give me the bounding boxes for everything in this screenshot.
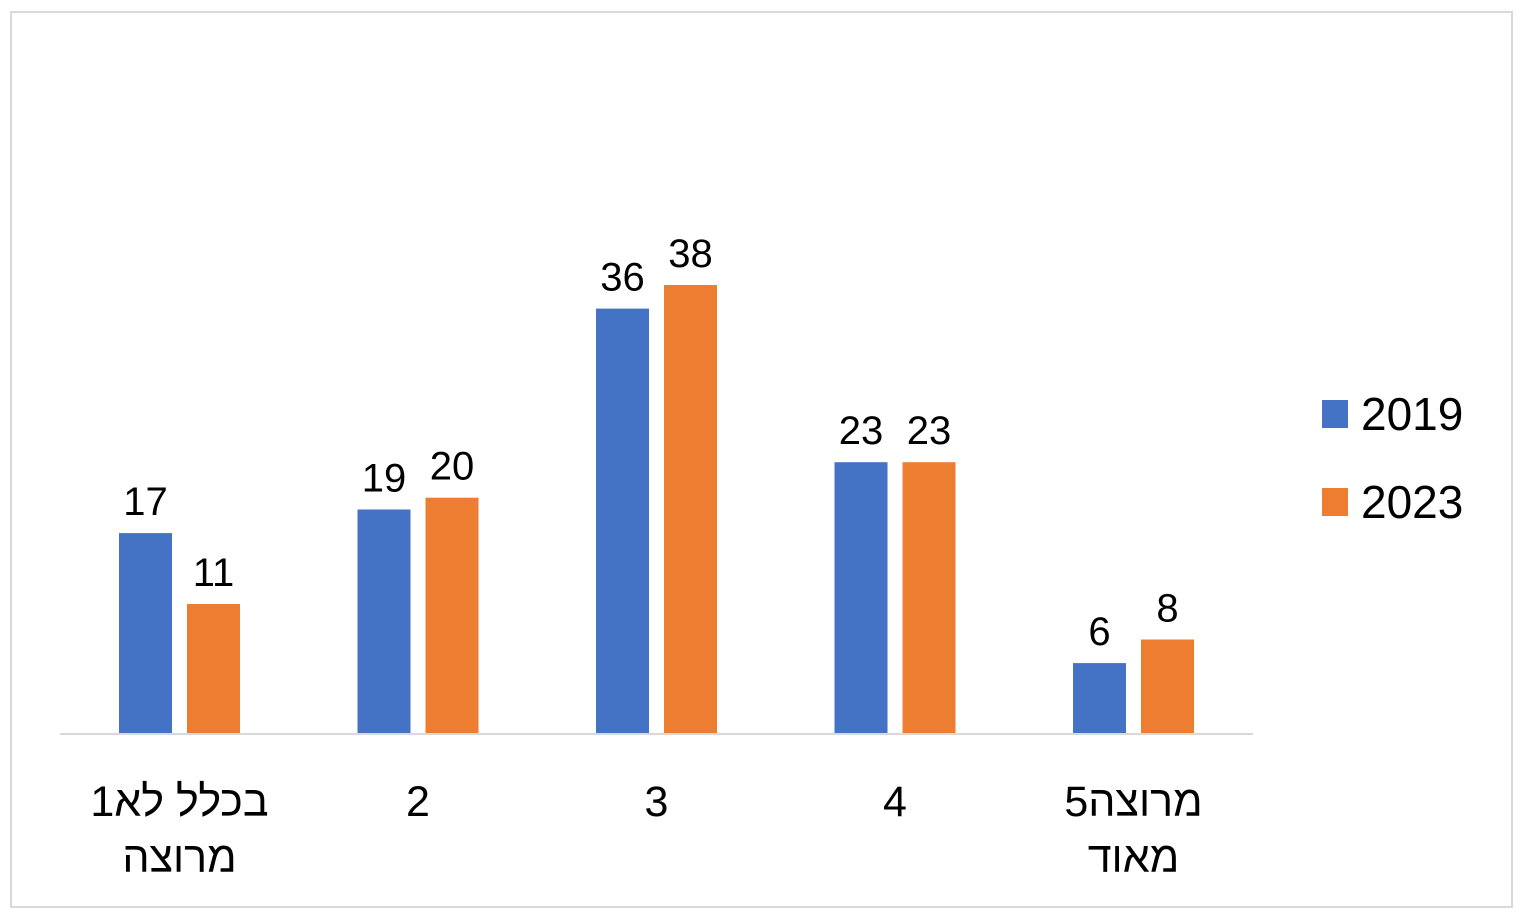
bar-2023-cat-5 [1141,639,1194,734]
x-tick-label-2: 2 [406,778,430,826]
legend-label-2019: 2019 [1361,388,1463,440]
legend-swatch-2023 [1322,488,1348,516]
bar-2019-cat-3 [596,308,649,734]
x-tick-label-1-line-2: מרוצה [122,834,236,882]
data-label-2023-cat-2: 20 [430,445,475,489]
data-label-2023-cat-4: 23 [907,409,952,453]
x-tick-label-1-line-1: 1בכלל לא [90,778,268,826]
legend: 2019 2023 [1322,388,1463,528]
bar-2019-cat-1 [119,533,172,734]
data-label-2019-cat-5: 6 [1088,610,1110,654]
bars-layer [119,285,1194,734]
legend-label-2023: 2023 [1361,476,1463,528]
bar-2019-cat-5 [1073,663,1126,734]
chart-frame [10,11,1513,908]
data-label-2019-cat-3: 36 [600,256,645,300]
bar-2023-cat-1 [187,604,240,734]
data-label-2023-cat-1: 11 [193,551,235,595]
bar-2023-cat-4 [902,462,956,734]
x-tick-label-5-line-2: מאוד [1088,834,1180,882]
data-label-2019-cat-4: 23 [839,409,884,453]
data-label-2023-cat-5: 8 [1156,587,1178,631]
bar-2019-cat-2 [357,509,411,734]
x-tick-label-5-line-1: 5מרוצה [1064,778,1202,826]
legend-swatch-2019 [1322,400,1348,428]
data-label-2019-cat-1: 17 [123,480,168,524]
bar-2019-cat-4 [834,462,888,734]
x-tick-label-4: 4 [883,778,907,826]
data-label-2023-cat-3: 38 [668,232,713,276]
bar-2023-cat-3 [664,285,717,734]
value-labels-layer: 17 11 19 20 36 38 23 23 6 8 [123,232,1178,654]
data-label-2019-cat-2: 19 [362,457,407,501]
x-tick-labels: 1בכלל לא מרוצה 2 3 4 5מרוצה מאוד [90,778,1202,882]
bar-2023-cat-2 [425,497,479,734]
x-tick-label-3: 3 [645,778,669,826]
